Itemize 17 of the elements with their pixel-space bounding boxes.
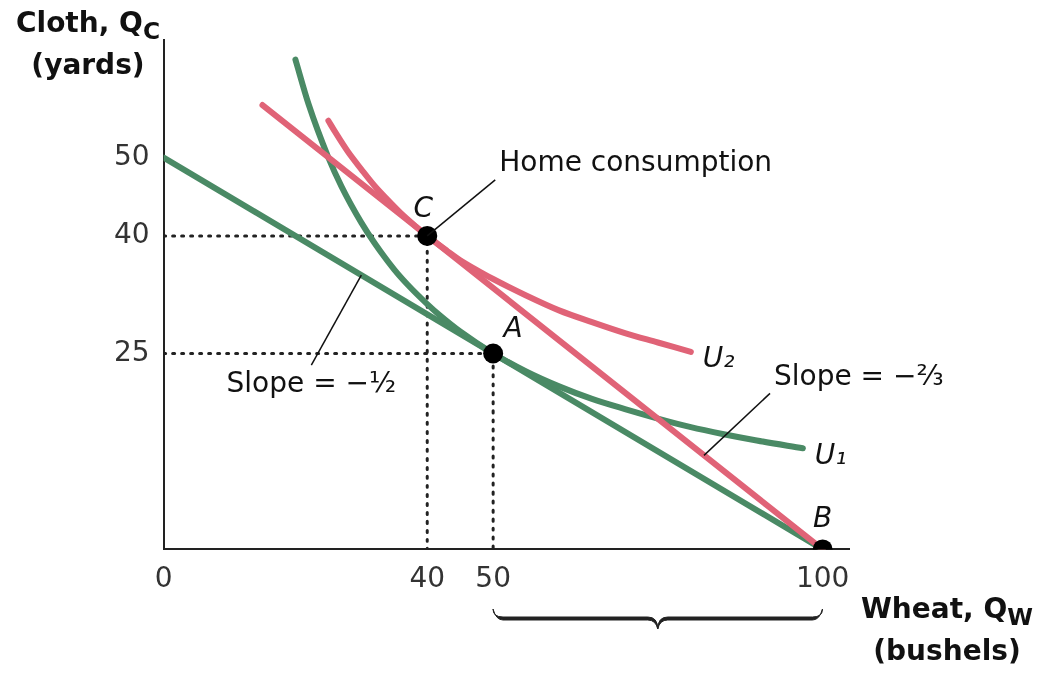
y-axis-title: Cloth, Q$_{C}$ (yards) bbox=[15, 6, 161, 82]
annotation: Slope = −⅔ bbox=[774, 358, 944, 392]
y-tick-label: 40 bbox=[113, 217, 150, 251]
x-axis-title: Wheat, Q$_{W}$ (bushels) bbox=[860, 592, 1034, 668]
y-tick-label: 50 bbox=[113, 138, 150, 172]
x-tick-label: 50 bbox=[475, 561, 511, 595]
x-tick-label: 40 bbox=[409, 561, 446, 595]
annotation: B bbox=[813, 500, 833, 534]
annotation: C bbox=[413, 191, 434, 225]
annotation: U₂ bbox=[702, 341, 735, 375]
y-tick-label: 25 bbox=[113, 334, 150, 368]
annotation: U₁ bbox=[814, 437, 847, 471]
annotation: Home consumption bbox=[499, 145, 773, 179]
x-tick-label: 0 bbox=[154, 561, 173, 595]
annotation: Slope = −½ bbox=[226, 366, 397, 400]
annotation: A bbox=[501, 310, 523, 344]
x-tick-label: 100 bbox=[795, 561, 850, 595]
